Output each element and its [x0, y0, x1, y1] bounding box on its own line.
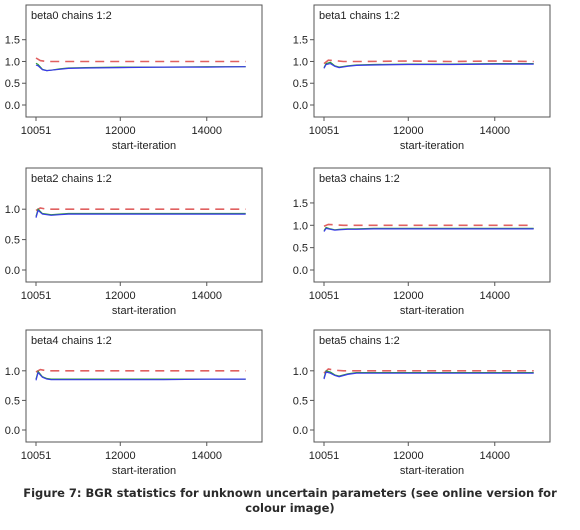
y-tick-label: 1.0 [5, 366, 20, 378]
y-tick-label: 1.0 [293, 220, 308, 232]
x-axis-label: start-iteration [112, 465, 176, 477]
series-bgr-line [323, 59, 534, 65]
x-axis-label: start-iteration [112, 305, 176, 317]
series-pooled-line [35, 370, 246, 380]
bgr-panel-3: beta3 chains 1:2 0.0 0.5 1.0 1.5 10051 12000 14… [293, 167, 551, 317]
series-within-line [35, 209, 246, 218]
bgr-panel-1: beta1 chains 1:2 0.0 0.5 1.0 1.5 10051 12000 14… [293, 4, 551, 152]
panel-frame [25, 329, 263, 443]
bgr-figure: beta0 chains 1:2 0.0 0.5 1.0 1.5 10051 12000 14… [5, 4, 551, 477]
panel-frame [25, 167, 263, 283]
y-tick-label: 0.5 [5, 235, 20, 247]
y-tick-label: 0.0 [5, 425, 20, 437]
x-axis-label: start-iteration [112, 140, 176, 152]
x-tick-label: 10051 [21, 125, 52, 137]
series-within-line [323, 62, 534, 69]
x-axis-label: start-iteration [400, 305, 464, 317]
x-tick-label: 14000 [479, 450, 510, 462]
y-tick-label: 0.0 [293, 100, 308, 112]
bgr-panel-2: beta2 chains 1:2 0.0 0.5 1.0 10051 12000 14000… [5, 167, 263, 317]
panel-title: beta5 chains 1:2 [319, 335, 400, 347]
bgr-panel-4: beta4 chains 1:2 0.0 0.5 1.0 10051 12000 14000… [5, 329, 263, 477]
series-within-line [323, 227, 534, 232]
series-bgr-line [323, 368, 534, 374]
x-tick-label: 14000 [191, 450, 222, 462]
y-tick-label: 1.0 [5, 56, 20, 68]
x-tick-label: 12000 [393, 125, 424, 137]
series-bgr-line [35, 207, 246, 212]
series-bgr-line [323, 223, 534, 227]
x-tick-label: 14000 [191, 125, 222, 137]
panel-title: beta1 chains 1:2 [319, 10, 400, 22]
panel-title: beta0 chains 1:2 [31, 10, 112, 22]
series-bgr-line [35, 57, 246, 63]
x-axis-label: start-iteration [400, 465, 464, 477]
y-tick-label: 1.5 [293, 198, 308, 210]
x-tick-label: 10051 [309, 290, 340, 302]
y-tick-label: 0.0 [5, 265, 20, 277]
x-tick-label: 14000 [479, 125, 510, 137]
y-tick-label: 0.5 [293, 395, 308, 407]
panel-title: beta3 chains 1:2 [319, 173, 400, 185]
series-within-line [35, 64, 246, 72]
x-tick-label: 10051 [21, 450, 52, 462]
y-tick-label: 1.5 [293, 35, 308, 47]
y-tick-label: 0.5 [293, 243, 308, 255]
y-tick-label: 0.5 [5, 395, 20, 407]
y-tick-label: 1.0 [293, 56, 308, 68]
bgr-chart-grid: beta0 chains 1:2 0.0 0.5 1.0 1.5 10051 12000 14… [5, 4, 551, 477]
x-tick-label: 10051 [309, 125, 340, 137]
bgr-panel-5: beta5 chains 1:2 0.0 0.5 1.0 10051 12000 14000… [293, 329, 551, 477]
y-tick-label: 0.5 [5, 78, 20, 90]
y-tick-label: 1.0 [293, 366, 308, 378]
y-tick-label: 1.0 [5, 204, 20, 216]
x-tick-label: 12000 [393, 290, 424, 302]
x-tick-label: 12000 [105, 125, 136, 137]
x-tick-label: 10051 [309, 450, 340, 462]
bgr-panel-0: beta0 chains 1:2 0.0 0.5 1.0 1.5 10051 12000 14… [5, 4, 263, 152]
caption-line-2: colour image) [245, 501, 335, 515]
panel-frame [313, 329, 551, 443]
figure-caption: Figure 7: BGR statistics for unknown unc… [0, 486, 580, 516]
x-tick-label: 12000 [105, 450, 136, 462]
y-tick-label: 0.5 [293, 78, 308, 90]
panel-title: beta2 chains 1:2 [31, 173, 112, 185]
series-pooled-line [35, 208, 246, 217]
x-axis-label: start-iteration [400, 140, 464, 152]
series-pooled-line [323, 370, 534, 379]
x-tick-label: 12000 [393, 450, 424, 462]
series-within-line [35, 371, 246, 381]
series-within-line [323, 371, 534, 380]
series-bgr-line [35, 368, 246, 373]
caption-line-1: Figure 7: BGR statistics for unknown unc… [23, 486, 557, 500]
x-tick-label: 12000 [105, 290, 136, 302]
panel-title: beta4 chains 1:2 [31, 335, 112, 347]
y-tick-label: 0.0 [5, 100, 20, 112]
x-tick-label: 10051 [21, 290, 52, 302]
y-tick-label: 0.0 [293, 265, 308, 277]
y-tick-label: 1.5 [5, 35, 20, 47]
x-tick-label: 14000 [191, 290, 222, 302]
y-tick-label: 0.0 [293, 425, 308, 437]
x-tick-label: 14000 [479, 290, 510, 302]
